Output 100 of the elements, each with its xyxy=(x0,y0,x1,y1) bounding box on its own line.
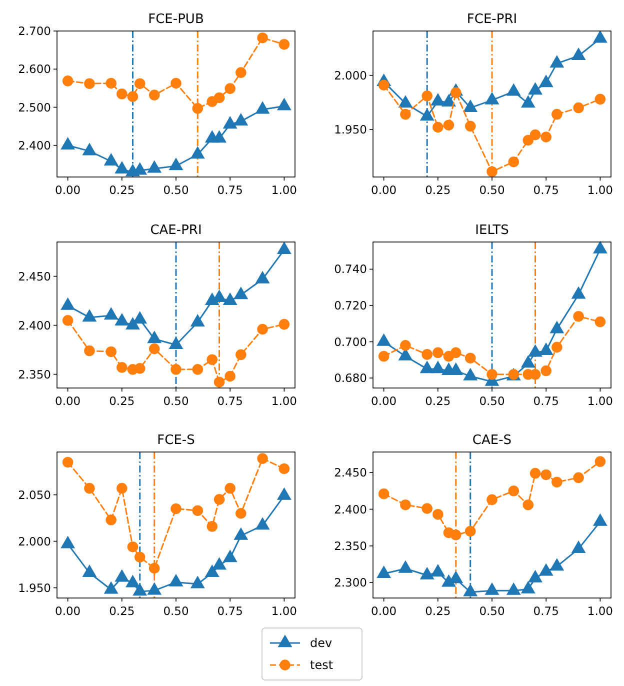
y-tick-label: 0.680 xyxy=(334,371,367,386)
point xyxy=(206,521,218,532)
point xyxy=(594,456,606,467)
point xyxy=(521,581,535,594)
point xyxy=(192,505,204,516)
point xyxy=(212,558,226,570)
point xyxy=(60,298,75,310)
x-tick-label: 0.25 xyxy=(109,183,135,197)
point xyxy=(62,456,74,468)
point xyxy=(62,76,74,86)
point xyxy=(378,350,390,362)
point xyxy=(148,331,162,344)
x-tick-label: 0.25 xyxy=(425,183,451,197)
point xyxy=(170,78,182,89)
point xyxy=(550,558,564,571)
point xyxy=(573,472,584,484)
point xyxy=(234,287,248,300)
point xyxy=(530,129,541,140)
legend-label: test xyxy=(310,658,334,672)
point xyxy=(550,56,564,68)
point xyxy=(169,574,183,586)
point xyxy=(106,78,116,89)
y-tick-label: 2.400 xyxy=(18,138,51,152)
point xyxy=(464,352,476,364)
point xyxy=(134,363,146,374)
point xyxy=(550,321,564,334)
point xyxy=(214,376,225,388)
point xyxy=(82,143,96,156)
point xyxy=(115,314,129,326)
point xyxy=(116,362,128,373)
point xyxy=(236,67,246,78)
point xyxy=(485,92,499,104)
point xyxy=(104,582,118,594)
x-tick-label: 1.00 xyxy=(587,183,613,197)
point xyxy=(442,94,456,107)
x-tick-label: 0.25 xyxy=(425,394,451,408)
point xyxy=(126,317,140,330)
point xyxy=(205,565,219,578)
point xyxy=(508,486,520,496)
point xyxy=(540,469,552,480)
point xyxy=(104,308,118,320)
point xyxy=(223,116,237,129)
point xyxy=(552,476,562,488)
x-tick-label: 0.00 xyxy=(55,394,81,408)
y-tick-label: 2.000 xyxy=(334,68,367,82)
point xyxy=(223,550,237,562)
point xyxy=(234,114,248,126)
point xyxy=(134,78,146,89)
point xyxy=(214,494,225,505)
point xyxy=(422,90,432,102)
point xyxy=(485,582,499,595)
point xyxy=(432,122,444,133)
point xyxy=(256,271,270,284)
point xyxy=(540,365,552,376)
x-tick-label: 0.50 xyxy=(479,394,505,408)
point xyxy=(133,312,147,324)
point xyxy=(552,342,562,353)
point xyxy=(62,315,74,326)
point xyxy=(464,526,476,537)
point xyxy=(104,154,118,166)
point xyxy=(486,369,498,380)
point xyxy=(148,90,160,100)
point xyxy=(214,92,225,104)
point xyxy=(572,48,586,60)
x-tick-label: 0.25 xyxy=(425,604,451,618)
point xyxy=(400,499,411,510)
x-tick-label: 0.75 xyxy=(533,183,559,197)
point xyxy=(234,528,248,540)
x-tick-label: 0.00 xyxy=(371,604,397,618)
point xyxy=(539,564,553,576)
point xyxy=(530,468,541,479)
x-tick-label: 0.75 xyxy=(533,394,559,408)
x-tick-label: 0.00 xyxy=(55,604,81,618)
y-tick-label: 2.300 xyxy=(334,576,367,590)
point xyxy=(190,576,204,588)
point xyxy=(572,541,586,554)
x-tick-label: 0.75 xyxy=(217,604,243,618)
point xyxy=(398,96,412,108)
x-tick-label: 0.75 xyxy=(217,394,243,408)
point xyxy=(126,575,140,588)
point xyxy=(84,345,95,356)
point xyxy=(169,158,183,170)
x-tick-label: 0.75 xyxy=(217,183,243,197)
x-tick-label: 0.00 xyxy=(371,183,397,197)
y-tick-label: 2.350 xyxy=(18,367,51,382)
y-tick-label: 2.450 xyxy=(18,269,51,284)
point xyxy=(223,292,237,305)
x-tick-label: 0.50 xyxy=(479,604,505,618)
point xyxy=(432,347,444,358)
point xyxy=(450,347,462,358)
point xyxy=(192,103,204,114)
point xyxy=(84,482,95,494)
point xyxy=(506,84,520,96)
point xyxy=(593,514,608,526)
point xyxy=(594,94,606,105)
point xyxy=(224,370,236,382)
point xyxy=(278,38,290,50)
point xyxy=(106,514,116,526)
point xyxy=(572,286,586,299)
chart-title: FCE-PRI xyxy=(466,12,518,27)
